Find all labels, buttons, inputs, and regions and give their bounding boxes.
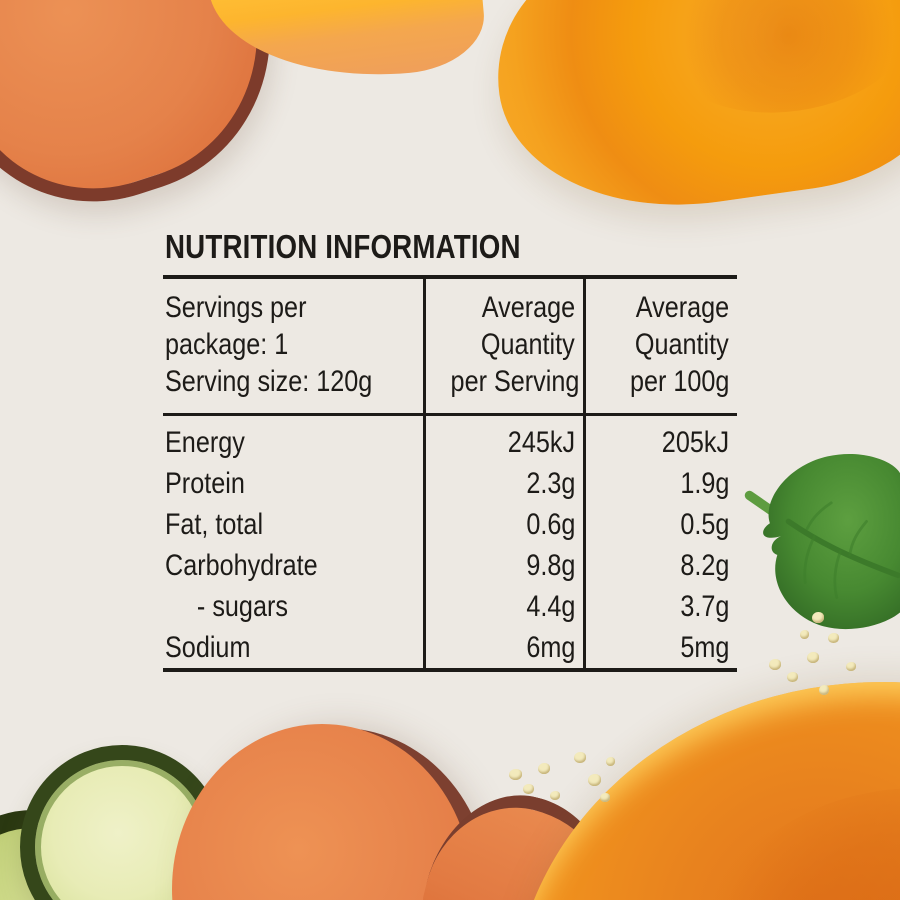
table-row-energy: Energy 245kJ 205kJ	[163, 416, 737, 463]
grain-icon	[600, 793, 610, 802]
value-per-serving: 6mg	[423, 627, 583, 668]
grain-icon	[828, 633, 839, 643]
value-per-serving: 4.4g	[423, 586, 583, 627]
table-row-protein: Protein 2.3g 1.9g	[163, 463, 737, 504]
grain-icon	[787, 672, 798, 682]
value-per-serving: 2.3g	[423, 463, 583, 504]
table-row-sodium: Sodium 6mg 5mg	[163, 627, 737, 668]
header-per-100g-cell: Average Quantity per 100g	[583, 279, 737, 416]
grain-icon	[769, 659, 781, 670]
value-per-100g: 3.7g	[583, 586, 737, 627]
value-per-serving: 0.6g	[423, 504, 583, 545]
table-row-carbohydrate: Carbohydrate 9.8g 8.2g	[163, 545, 737, 586]
grain-icon	[800, 630, 809, 639]
grain-icon	[550, 791, 560, 800]
nutrient-label: Protein	[165, 467, 245, 500]
nutrition-panel: NUTRITION INFORMATION Servings per packa…	[163, 228, 737, 672]
sweet-potato-slice-icon	[172, 724, 472, 900]
pumpkin-half-bottom-icon	[512, 682, 900, 900]
nutrient-label: Sodium	[165, 631, 251, 664]
grain-icon	[538, 763, 550, 774]
header-servings-cell: Servings per package: 1 Serving size: 12…	[163, 279, 423, 416]
panel-title-text: NUTRITION INFORMATION	[165, 228, 521, 265]
value-per-100g: 0.5g	[583, 504, 737, 545]
grain-icon	[588, 774, 601, 786]
grain-icon	[812, 612, 824, 623]
table-row-sugars: - sugars 4.4g 3.7g	[163, 586, 737, 627]
grain-icon	[606, 757, 615, 766]
nutrient-label: Fat, total	[165, 508, 264, 541]
value-per-100g: 5mg	[583, 627, 737, 668]
grain-icon	[846, 662, 856, 671]
nutrient-label: Carbohydrate	[165, 549, 318, 582]
grain-icon	[574, 752, 586, 763]
value-per-serving: 245kJ	[423, 416, 583, 463]
butternut-hollow	[654, 0, 900, 129]
pumpkin-seed-cavity	[704, 787, 900, 900]
value-per-100g: 1.9g	[583, 463, 737, 504]
nutrient-label: Energy	[165, 426, 245, 459]
value-per-serving: 9.8g	[423, 545, 583, 586]
grain-icon	[819, 685, 829, 695]
grain-icon	[509, 769, 522, 780]
grain-icon	[807, 652, 819, 663]
nutrition-table: Servings per package: 1 Serving size: 12…	[163, 275, 737, 672]
value-per-100g: 205kJ	[583, 416, 737, 463]
spinach-leaf-icon	[744, 453, 900, 630]
butternut-half-icon	[481, 0, 900, 230]
panel-title: NUTRITION INFORMATION	[165, 228, 737, 266]
table-header-row: Servings per package: 1 Serving size: 12…	[163, 279, 737, 416]
grain-icon	[523, 784, 534, 794]
header-per-serving-cell: Average Quantity per Serving	[423, 279, 583, 416]
value-per-100g: 8.2g	[583, 545, 737, 586]
table-row-fat: Fat, total 0.6g 0.5g	[163, 504, 737, 545]
nutrient-label: - sugars	[196, 590, 288, 623]
